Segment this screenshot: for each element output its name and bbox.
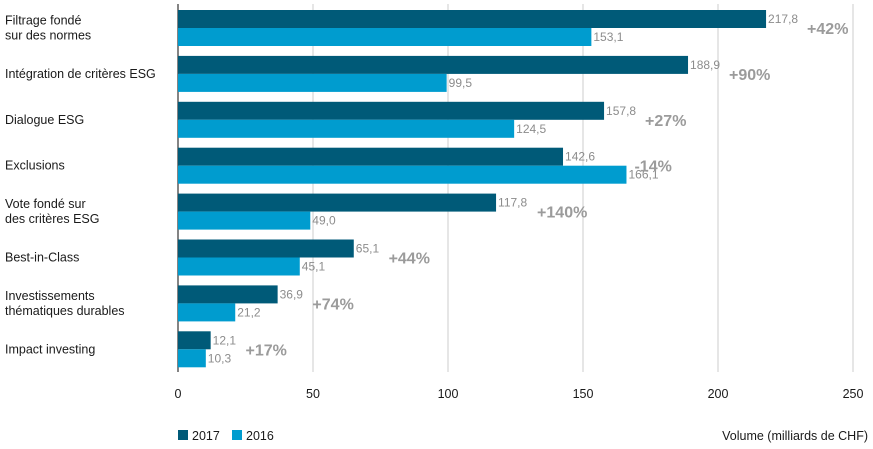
data-label: 166,1 bbox=[628, 168, 658, 182]
bar-2017 bbox=[178, 101, 605, 120]
bar-2017 bbox=[178, 193, 497, 212]
bar-2016 bbox=[178, 73, 447, 92]
legend-swatch-2017 bbox=[178, 430, 188, 440]
legend-swatch-2016 bbox=[232, 430, 242, 440]
bar-2017 bbox=[178, 147, 564, 166]
category-label: Vote fondé sur bbox=[5, 197, 86, 211]
legend-label-2016: 2016 bbox=[246, 429, 274, 443]
data-label: 65,1 bbox=[356, 242, 380, 256]
category-label: Intégration de critères ESG bbox=[5, 67, 156, 81]
change-annotation: +17% bbox=[245, 342, 286, 359]
bar-2016 bbox=[178, 211, 311, 230]
x-tick-label: 200 bbox=[708, 387, 729, 401]
category-label: Best-in-Class bbox=[5, 251, 79, 265]
change-annotation: +27% bbox=[645, 113, 686, 130]
category-label: Impact investing bbox=[5, 342, 95, 356]
bar-2016 bbox=[178, 165, 627, 184]
x-tick-label: 100 bbox=[438, 387, 459, 401]
bar-2017 bbox=[178, 331, 211, 350]
category-label: Investissements bbox=[5, 289, 95, 303]
data-label: 157,8 bbox=[606, 104, 636, 118]
bar-2016 bbox=[178, 119, 515, 138]
bar-2016 bbox=[178, 257, 300, 276]
category-label: des critères ESG bbox=[5, 212, 99, 226]
x-tick-label: 0 bbox=[175, 387, 182, 401]
change-annotation: +90% bbox=[729, 67, 770, 84]
x-axis-label: Volume (milliards de CHF) bbox=[722, 429, 868, 443]
bar-2017 bbox=[178, 10, 767, 28]
legend: 2017 2016 bbox=[178, 429, 274, 443]
x-axis: 0 50 100 150 200 250 bbox=[175, 387, 864, 401]
bar-2017 bbox=[178, 239, 354, 258]
data-label: 188,9 bbox=[690, 58, 720, 72]
bar-2016 bbox=[178, 349, 206, 368]
change-annotation: +74% bbox=[312, 296, 353, 313]
data-label: 142,6 bbox=[565, 150, 595, 164]
category-label: Exclusions bbox=[5, 159, 65, 173]
x-tick-label: 250 bbox=[843, 387, 864, 401]
data-label: 36,9 bbox=[280, 287, 304, 301]
data-label: 217,8 bbox=[768, 12, 798, 26]
category-label: thématiques durables bbox=[5, 304, 125, 318]
bar-2017 bbox=[178, 285, 278, 304]
bar-2016 bbox=[178, 28, 592, 46]
legend-label-2017: 2017 bbox=[192, 429, 220, 443]
data-label: 117,8 bbox=[498, 196, 527, 210]
data-label: 49,0 bbox=[312, 214, 336, 228]
data-label: 153,1 bbox=[593, 30, 623, 44]
data-label: 10,3 bbox=[208, 351, 232, 365]
category-label: sur des normes bbox=[5, 29, 91, 43]
bar-2017 bbox=[178, 55, 689, 74]
x-tick-label: 150 bbox=[573, 387, 594, 401]
data-label: 21,2 bbox=[237, 305, 261, 319]
data-label: 124,5 bbox=[516, 122, 546, 136]
data-label: 45,1 bbox=[302, 260, 326, 274]
category-label: Dialogue ESG bbox=[5, 113, 84, 127]
change-annotation: +42% bbox=[807, 21, 848, 38]
data-label: 12,1 bbox=[213, 333, 237, 347]
change-annotation: -14% bbox=[634, 159, 671, 176]
change-annotation: +44% bbox=[389, 251, 430, 268]
x-tick-label: 50 bbox=[306, 387, 320, 401]
category-label: Filtrage fondé bbox=[5, 14, 81, 28]
data-label: 99,5 bbox=[449, 76, 473, 90]
change-annotation: +140% bbox=[537, 205, 587, 222]
bar-2016 bbox=[178, 303, 236, 322]
bars bbox=[178, 10, 767, 368]
